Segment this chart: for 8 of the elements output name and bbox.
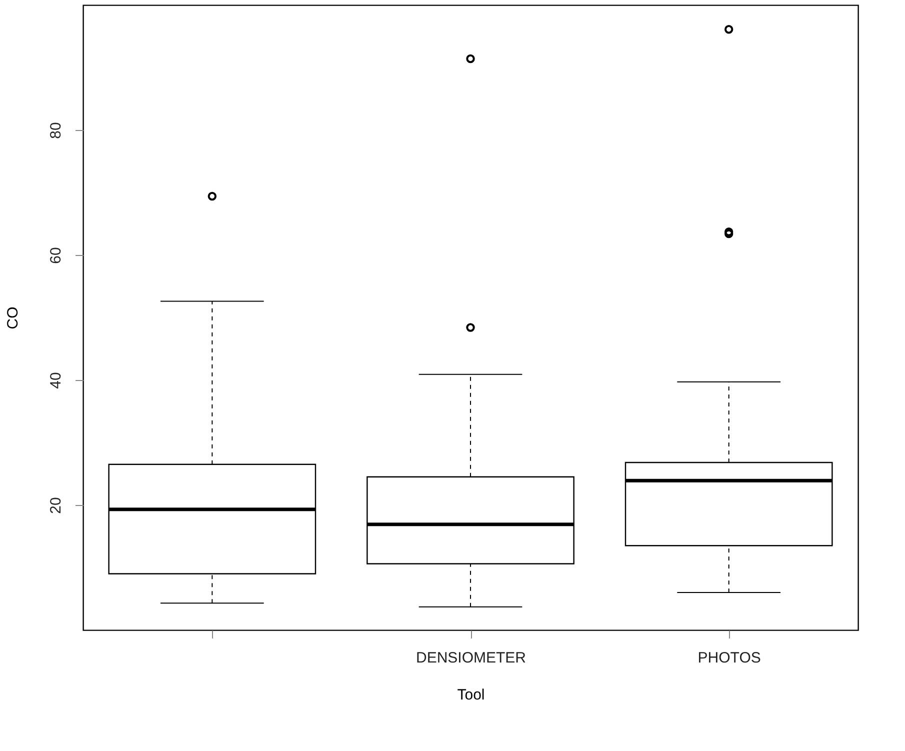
y-tick-label: 40 <box>48 372 64 389</box>
y-tick-label: 60 <box>48 247 64 264</box>
y-tick-label: 80 <box>48 122 64 139</box>
y-tick-label: 20 <box>48 497 64 514</box>
y-axis-title: CO <box>4 306 22 330</box>
x-axis-title: Tool <box>457 686 485 704</box>
x-tick-label: DENSIOMETER <box>416 650 526 666</box>
x-tick-label: PHOTOS <box>698 650 761 666</box>
